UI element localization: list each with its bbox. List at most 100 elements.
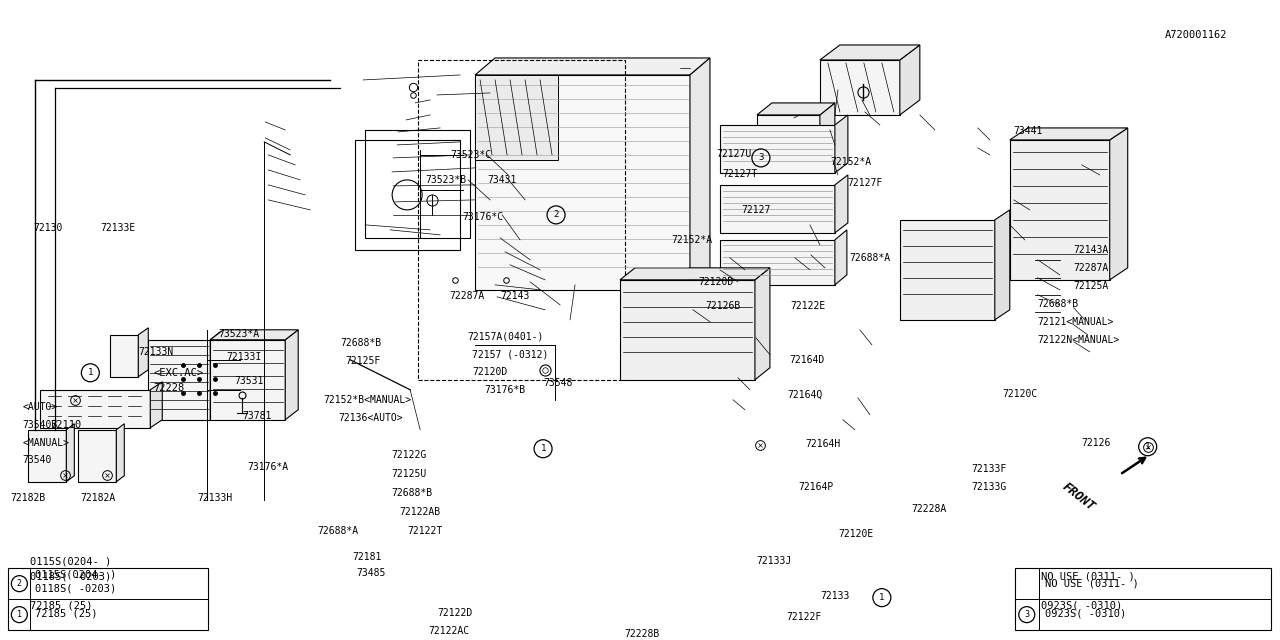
- Text: 72122D: 72122D: [438, 607, 472, 618]
- Polygon shape: [835, 115, 847, 173]
- Text: 72127U: 72127U: [716, 149, 751, 159]
- Text: 72688*B: 72688*B: [1038, 299, 1079, 309]
- Polygon shape: [1110, 128, 1128, 280]
- Text: 72110: 72110: [50, 420, 82, 429]
- Polygon shape: [620, 280, 755, 380]
- Text: 72133N: 72133N: [138, 347, 174, 356]
- Text: 73523*B: 73523*B: [425, 175, 466, 185]
- Text: 72127: 72127: [741, 205, 771, 215]
- Polygon shape: [228, 347, 237, 403]
- Text: 73540: 73540: [22, 455, 51, 465]
- Bar: [419, 60, 625, 380]
- Text: 72125F: 72125F: [346, 356, 380, 366]
- Text: 0118S( -0203): 0118S( -0203): [36, 584, 116, 594]
- Text: 72125U: 72125U: [392, 468, 426, 479]
- Text: 72120D: 72120D: [698, 277, 733, 287]
- Text: 72688*B: 72688*B: [392, 488, 433, 498]
- Text: 1: 1: [879, 593, 884, 602]
- Polygon shape: [78, 429, 116, 482]
- Polygon shape: [150, 382, 163, 428]
- Text: 72182A: 72182A: [81, 493, 115, 502]
- Text: 72133: 72133: [820, 591, 849, 601]
- Polygon shape: [175, 347, 237, 355]
- Text: 72152*A: 72152*A: [671, 235, 712, 245]
- Polygon shape: [148, 340, 210, 420]
- Text: 72133G: 72133G: [972, 482, 1007, 492]
- Text: 72122T: 72122T: [407, 525, 443, 536]
- Polygon shape: [690, 58, 710, 290]
- Polygon shape: [719, 185, 835, 233]
- Text: 72126B: 72126B: [705, 301, 740, 311]
- Polygon shape: [110, 335, 138, 377]
- Polygon shape: [835, 230, 847, 285]
- Text: 72228A: 72228A: [911, 504, 947, 514]
- Polygon shape: [719, 240, 835, 285]
- Text: 1: 1: [1146, 442, 1151, 451]
- Polygon shape: [835, 175, 847, 233]
- Text: 72133H: 72133H: [197, 493, 233, 502]
- Text: 72126: 72126: [1082, 438, 1111, 448]
- Text: 73523*C: 73523*C: [451, 150, 492, 160]
- Text: FRONT: FRONT: [1060, 480, 1097, 513]
- Polygon shape: [285, 330, 298, 420]
- Text: 72164Q: 72164Q: [787, 390, 822, 400]
- Text: 73485: 73485: [356, 568, 385, 578]
- Text: 72136<AUTO>: 72136<AUTO>: [338, 413, 403, 423]
- Text: 72185 (25): 72185 (25): [36, 609, 97, 619]
- Text: 72121<MANUAL>: 72121<MANUAL>: [1038, 317, 1114, 327]
- Text: 72181: 72181: [352, 552, 381, 562]
- Text: 72157 (-0312): 72157 (-0312): [472, 350, 548, 360]
- Polygon shape: [820, 103, 835, 155]
- Polygon shape: [756, 103, 835, 115]
- Text: 72182B: 72182B: [10, 493, 46, 502]
- Text: 72120E: 72120E: [838, 529, 873, 539]
- Text: 72122N<MANUAL>: 72122N<MANUAL>: [1038, 335, 1120, 345]
- Text: 73531: 73531: [234, 376, 264, 386]
- Text: 72122AB: 72122AB: [399, 507, 440, 516]
- Polygon shape: [755, 268, 771, 380]
- Text: NO USE (0311- ): NO USE (0311- ): [1044, 579, 1138, 589]
- Text: 72185 (25): 72185 (25): [31, 601, 93, 611]
- Text: 73781: 73781: [242, 411, 271, 420]
- Polygon shape: [210, 330, 298, 340]
- Text: <AUTO>: <AUTO>: [22, 402, 58, 412]
- Text: 72122G: 72122G: [392, 450, 426, 460]
- Text: 72152*A: 72152*A: [829, 157, 870, 167]
- Text: 72130: 72130: [33, 223, 63, 233]
- Bar: [9, 568, 209, 630]
- Text: 3: 3: [1024, 610, 1029, 619]
- Text: 1: 1: [17, 610, 22, 619]
- Text: 72127T: 72127T: [722, 169, 758, 179]
- Bar: [1015, 568, 1271, 630]
- Text: 72122F: 72122F: [786, 612, 822, 621]
- Text: 73523*A: 73523*A: [219, 329, 260, 339]
- Text: 72143A: 72143A: [1074, 245, 1108, 255]
- Text: 72122E: 72122E: [790, 301, 826, 311]
- Text: 72164H: 72164H: [805, 439, 840, 449]
- Polygon shape: [210, 332, 220, 420]
- Polygon shape: [995, 210, 1010, 320]
- Polygon shape: [41, 390, 150, 428]
- Text: 72125A: 72125A: [1074, 281, 1108, 291]
- Polygon shape: [475, 75, 690, 290]
- Text: 72127F: 72127F: [847, 178, 882, 188]
- Text: 72228: 72228: [154, 383, 184, 393]
- Text: 72164P: 72164P: [797, 482, 833, 492]
- Text: 0118S( -0203): 0118S( -0203): [31, 572, 111, 582]
- Text: 72120C: 72120C: [1002, 388, 1038, 399]
- Text: 0923S( -0310): 0923S( -0310): [1041, 601, 1123, 611]
- Text: 72287A: 72287A: [449, 291, 484, 301]
- Text: 72152*B<MANUAL>: 72152*B<MANUAL>: [323, 395, 411, 404]
- Text: 72133F: 72133F: [972, 464, 1007, 474]
- Text: 72122AC: 72122AC: [428, 626, 470, 636]
- Text: 72688*A: 72688*A: [849, 253, 890, 263]
- Text: NO USE (0311- ): NO USE (0311- ): [1041, 572, 1134, 582]
- Polygon shape: [116, 424, 124, 482]
- Polygon shape: [28, 429, 67, 482]
- Polygon shape: [756, 115, 820, 155]
- Text: 1: 1: [540, 444, 545, 453]
- Text: 72688*A: 72688*A: [317, 525, 358, 536]
- Text: 73431: 73431: [488, 175, 516, 185]
- Text: 72120D: 72120D: [472, 367, 507, 377]
- Text: A720001162: A720001162: [1165, 30, 1228, 40]
